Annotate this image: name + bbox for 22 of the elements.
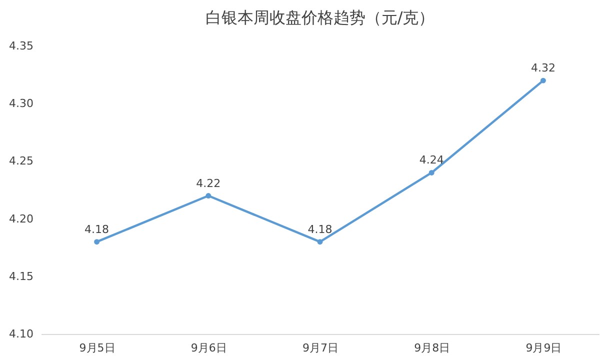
point [317,239,323,245]
point [428,170,434,176]
x-tick-label: 9月8日 [414,342,450,354]
x-tick-label: 9月9日 [526,342,562,354]
y-tick-label: 4.25 [9,154,34,168]
data-label: 4.22 [196,176,221,190]
y-tick-label: 4.30 [9,97,34,110]
chart-title: 白银本周收盘价格趋势（元/克） [205,8,435,27]
point [206,193,212,198]
point [94,239,100,245]
y-tick-label: 4.15 [9,270,34,283]
x-tick-label: 9月5日 [79,342,116,354]
data-label: 4.18 [308,222,332,236]
point [540,78,546,84]
y-tick-label: 4.10 [9,328,34,340]
data-label: 4.18 [84,222,110,236]
x-tick-label: 9月7日 [302,342,338,354]
y-tick-label: 4.20 [9,212,34,226]
data-label: 4.24 [419,154,444,167]
y-tick-label: 4.35 [9,40,34,52]
x-tick-label: 9月6日 [190,342,227,354]
data-label: 4.32 [530,62,556,75]
